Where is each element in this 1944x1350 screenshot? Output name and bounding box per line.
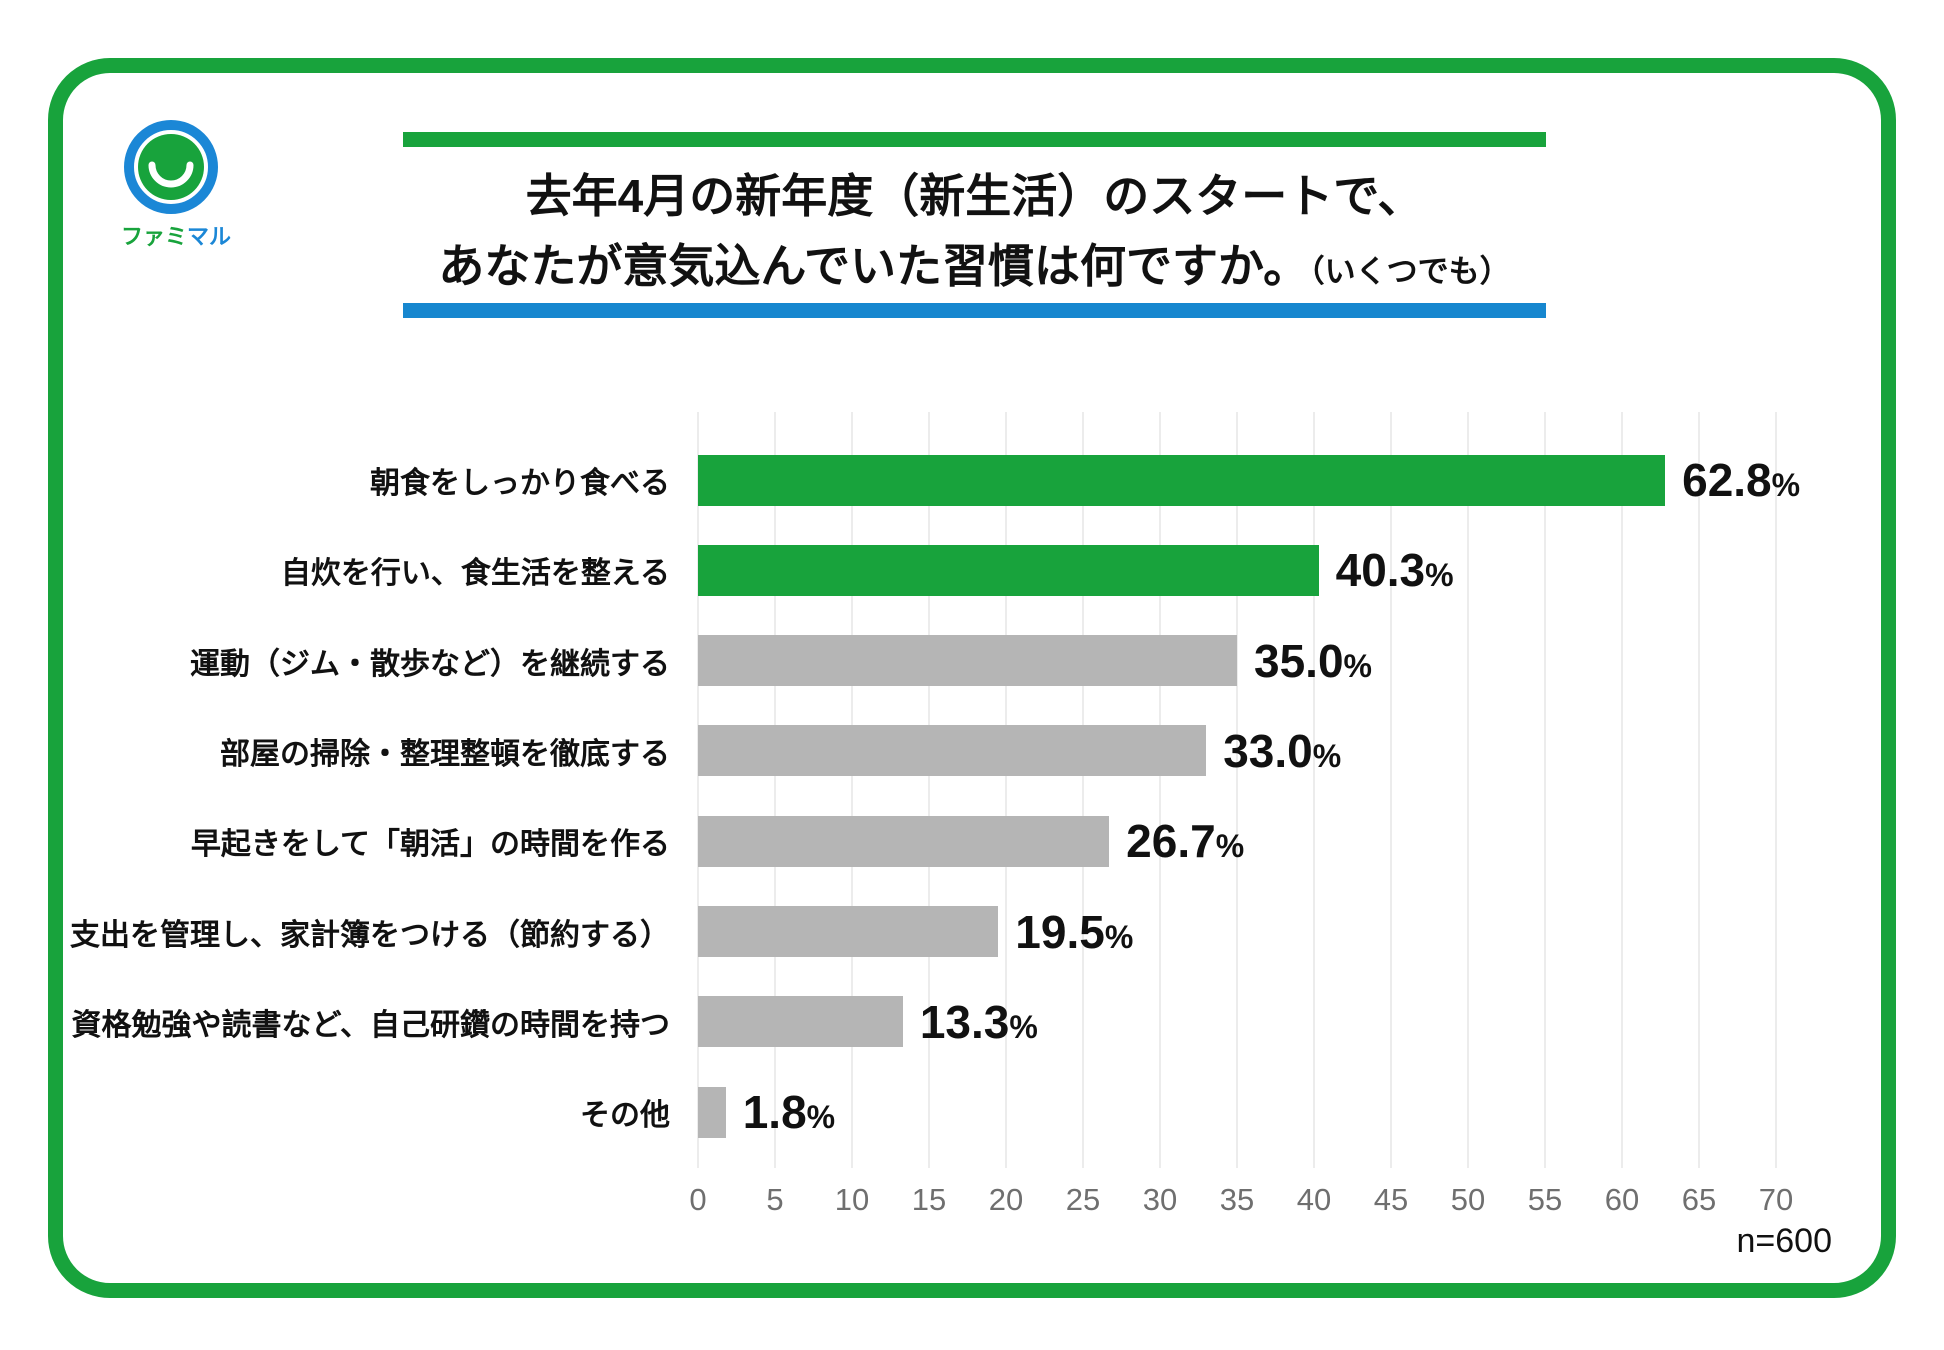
bar-value-label: 35.0% [1254, 634, 1372, 688]
bar [698, 725, 1207, 777]
bar-value-percent-sign: % [1104, 918, 1134, 955]
title-rule-bottom [403, 303, 1546, 318]
logo-wordmark: ファミマル [121, 219, 231, 251]
bar [698, 635, 1237, 687]
bar [698, 544, 1319, 596]
title-block: 去年4月の新年度（新生活）のスタートで、 あなたが意気込んでいた習慣は何ですか。… [403, 132, 1546, 318]
category-label: 朝食をしっかり食べる [370, 467, 670, 500]
bar-value-number: 13.3 [919, 995, 1010, 1048]
chart-title-line2-main: あなたが意気込んでいた習慣は何ですか。 [438, 240, 1310, 292]
chart-title-line1: 去年4月の新年度（新生活）のスタートで、 [525, 170, 1424, 222]
bar [698, 1086, 726, 1138]
x-axis-tick-45: 45 [1373, 1182, 1409, 1217]
category-label: 早起きをして「朝活」の時間を作る [190, 828, 670, 862]
x-axis-tick-60: 60 [1604, 1182, 1640, 1217]
bar-value-number: 26.7 [1126, 815, 1216, 868]
gridline-x0 [697, 412, 699, 1168]
x-axis-tick-55: 55 [1527, 1182, 1563, 1217]
bar-value-percent-sign: % [1343, 647, 1372, 684]
gridline-x60 [1621, 412, 1623, 1168]
gridline-x10 [851, 412, 853, 1168]
gridline-x50 [1467, 412, 1469, 1168]
bar-value-number: 33.0 [1223, 724, 1313, 777]
bar [698, 454, 1666, 506]
category-label: 支出を管理し、家計簿をつける（節約する） [70, 918, 670, 952]
bar-value-percent-sign: % [1312, 737, 1342, 774]
x-axis-tick-0: 0 [689, 1182, 707, 1217]
bar [698, 996, 903, 1048]
sample-size-label: n=600 [1736, 1222, 1833, 1260]
gridline-x25 [1082, 412, 1084, 1168]
famimaru-logo: ファミマル [121, 119, 231, 251]
bar-value-label: 40.3% [1336, 543, 1454, 597]
x-axis-tick-10: 10 [834, 1182, 870, 1217]
bar-value-percent-sign: % [1771, 467, 1801, 503]
category-label: 部屋の掃除・整理整頓を徹底する [220, 737, 670, 771]
x-axis-tick-5: 5 [766, 1182, 784, 1217]
bar-value-number: 19.5 [1015, 905, 1105, 958]
bar-value-number: 1.8 [742, 1086, 807, 1139]
bar-value-label: 26.7% [1126, 814, 1244, 868]
chart-title-line2: あなたが意気込んでいた習慣は何ですか。（いくつでも） [403, 243, 1546, 289]
gridline-x55 [1544, 412, 1546, 1168]
bar [698, 815, 1110, 867]
bar-value-label: 1.8% [743, 1085, 835, 1139]
category-label: 資格勉強や読書など、自己研鑽の時間を持つ [71, 1008, 671, 1042]
bar-value-label: 19.5% [1015, 905, 1133, 959]
gridline-x20 [1005, 412, 1007, 1168]
logo-text-blue: マル [187, 224, 232, 249]
x-axis-tick-20: 20 [988, 1182, 1024, 1217]
gridline-x30 [1159, 412, 1161, 1168]
famimaru-smile-icon [124, 120, 218, 214]
x-axis-tick-70: 70 [1758, 1182, 1794, 1217]
category-label: 運動（ジム・散歩など）を継続する [190, 647, 670, 681]
gridline-x45 [1390, 412, 1392, 1168]
x-axis-tick-30: 30 [1142, 1182, 1178, 1217]
x-axis-tick-65: 65 [1681, 1182, 1717, 1217]
x-axis-tick-35: 35 [1219, 1182, 1255, 1217]
bar-value-percent-sign: % [1425, 557, 1454, 594]
bar [698, 906, 999, 957]
gridline-x35 [1236, 412, 1238, 1168]
x-axis-tick-25: 25 [1065, 1182, 1101, 1217]
category-label: その他 [580, 1099, 670, 1133]
gridline-x65 [1698, 412, 1700, 1168]
gridline-x40 [1313, 412, 1315, 1168]
x-axis-tick-40: 40 [1296, 1182, 1332, 1217]
gridline-x15 [928, 412, 930, 1168]
bar-value-percent-sign: % [806, 1099, 836, 1136]
bar-value-number: 40.3 [1335, 544, 1426, 597]
bar-value-percent-sign: % [1009, 1008, 1038, 1045]
bar-value-percent-sign: % [1215, 828, 1245, 865]
bar-value-label: 13.3% [920, 995, 1038, 1049]
bar-value-label: 62.8% [1682, 453, 1800, 507]
logo-text-green: ファミ [121, 224, 188, 249]
bar-value-number: 62.8 [1682, 454, 1772, 506]
gridline-x70 [1775, 412, 1777, 1168]
x-axis-tick-50: 50 [1450, 1182, 1486, 1217]
chart-title-line2-note: （いくつでも） [1309, 254, 1511, 289]
bar-value-number: 35.0 [1254, 634, 1344, 687]
bar-value-label: 33.0% [1223, 724, 1341, 778]
title-rule-top [403, 132, 1546, 147]
category-label: 自炊を行い、食生活を整える [280, 557, 670, 591]
gridline-x5 [774, 412, 776, 1168]
x-axis-tick-15: 15 [911, 1182, 947, 1217]
